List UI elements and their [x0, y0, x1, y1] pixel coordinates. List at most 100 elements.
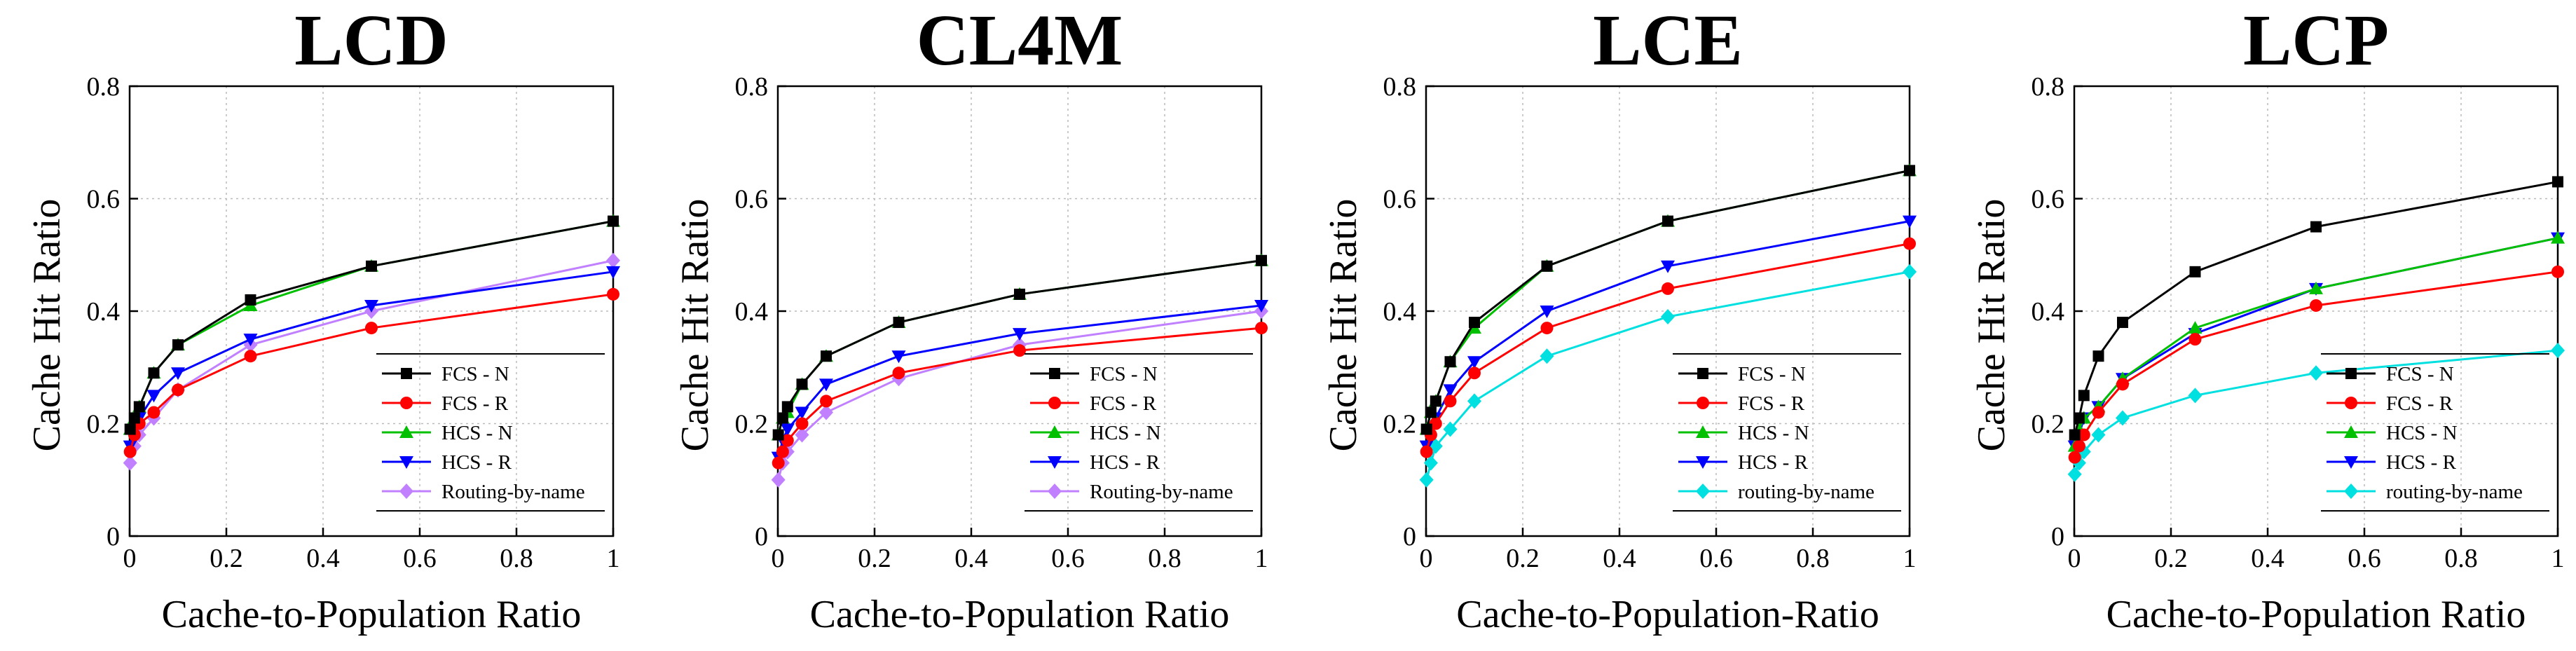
x-tick-label: 0.4 [2251, 544, 2284, 573]
data-point [1256, 254, 1267, 266]
data-point [1013, 328, 1027, 341]
y-tick-label: 0.6 [735, 185, 769, 214]
data-point [2068, 451, 2081, 464]
x-axis-title: Cache-to-Population Ratio [2106, 593, 2526, 636]
legend-label: routing-by-name [2386, 481, 2523, 503]
data-point [1903, 263, 1917, 280]
data-point [147, 406, 160, 419]
legend-label: routing-by-name [1738, 481, 1875, 503]
data-point [123, 445, 137, 458]
data-point [1661, 260, 1675, 273]
data-point [243, 334, 258, 347]
data-point [892, 366, 905, 380]
series-line [129, 270, 614, 446]
data-point [819, 378, 833, 392]
data-point [2188, 321, 2202, 334]
data-point [2188, 388, 2202, 404]
data-point [2189, 266, 2201, 277]
chart-panel-cl4m: CL4M 0 0.2 0.4 0.6 0.8 1 0 0.2 0.4 0.6 0.8 Cache-to-… [673, 0, 1268, 636]
legend-label: FCS - N [2386, 363, 2454, 385]
x-tick-label: 0.2 [858, 544, 891, 573]
legend-swatch-marker [1048, 397, 1061, 409]
legend-swatch-marker [1697, 397, 1709, 409]
series-routing-by-name [2067, 343, 2565, 482]
chart-panel-lce: LCE 0 0.2 0.4 0.6 0.8 1 0 0.2 0.4 0.6 0.8 Cache-to-P… [1322, 0, 1917, 636]
y-tick-label: 0.8 [735, 72, 769, 102]
data-point [2092, 406, 2105, 419]
data-point [1429, 417, 1442, 430]
legend-swatch-marker [399, 425, 413, 438]
data-point [776, 445, 789, 458]
data-point [772, 456, 785, 470]
data-point [171, 367, 185, 381]
x-axis-title: Cache-to-Population Ratio [162, 593, 582, 636]
series-hcs-r [1419, 215, 1917, 453]
data-point [2188, 333, 2202, 346]
legend-label: FCS - R [441, 392, 509, 415]
data-point [123, 455, 137, 471]
series-routing-by-name [1419, 263, 1917, 488]
legend: FCS - N FCS - R HCS - N HCS - R routing-by-n… [2321, 353, 2549, 512]
y-tick-label: 0.4 [1383, 297, 1417, 327]
x-tick-label: 0.8 [500, 544, 533, 573]
series-line [1425, 169, 1910, 430]
series-fcs-n [2069, 176, 2563, 441]
data-point [1013, 344, 1026, 357]
chart-title: LCD [294, 0, 448, 81]
data-point [1444, 356, 1456, 368]
data-point [1541, 260, 1553, 272]
data-point [2310, 221, 2322, 233]
y-tick-label: 0.8 [2032, 72, 2065, 102]
data-point [608, 215, 619, 227]
data-point [172, 339, 184, 351]
legend: FCS - N FCS - R HCS - N HCS - R Routing-by-n… [1025, 353, 1253, 512]
x-tick-label: 0.6 [2348, 544, 2381, 573]
x-tick-label: 0.6 [403, 544, 437, 573]
data-point [2078, 390, 2090, 402]
legend-label: FCS - R [1738, 392, 1805, 415]
y-tick-label: 0 [1403, 522, 1416, 551]
y-tick-label: 0.2 [735, 410, 769, 439]
legend-label: HCS - R [2386, 451, 2457, 474]
series-fcs-n [1420, 165, 1915, 435]
chart-title: CL4M [917, 0, 1123, 81]
x-tick-label: 0.2 [210, 544, 243, 573]
series-line [1425, 242, 1910, 452]
data-point [2116, 410, 2130, 426]
legend-swatch-marker [2345, 397, 2357, 409]
data-point [124, 423, 136, 435]
series-routing-by-name [123, 252, 620, 471]
data-point [1469, 317, 1480, 329]
chart-panel-lcd: LCD 0 0.2 0.4 0.6 0.8 1 0 0.2 0.4 0.6 0.8 Cache-to-P… [25, 0, 620, 636]
data-point [1420, 445, 1433, 458]
series-line [1425, 220, 1910, 446]
x-tick-label: 1 [2551, 544, 2565, 573]
y-tick-label: 0.4 [87, 297, 121, 327]
y-tick-label: 0.4 [2032, 297, 2065, 327]
series-hcs-r [123, 266, 620, 453]
chart-panel-lcp: LCP 0 0.2 0.4 0.6 0.8 1 0 0.2 0.4 0.6 0.8 Cache-to-P… [1970, 0, 2565, 636]
x-tick-label: 0.6 [1051, 544, 1085, 573]
series-hcs-r [771, 299, 1268, 465]
y-tick-label: 0.6 [1383, 185, 1417, 214]
series-hcs-n [1419, 163, 1917, 435]
data-point [365, 322, 378, 335]
data-point [244, 350, 257, 363]
data-point [2069, 429, 2081, 441]
x-tick-label: 0.2 [2154, 544, 2188, 573]
data-point [819, 404, 833, 420]
y-tick-label: 0.4 [735, 297, 769, 327]
data-point [1467, 356, 1481, 369]
data-point [1425, 406, 1437, 418]
data-point [1443, 421, 1458, 437]
series-line [1425, 169, 1910, 430]
x-tick-label: 0.4 [954, 544, 988, 573]
y-axis-title: Cache Hit Ratio [25, 199, 69, 452]
data-point [795, 406, 809, 420]
series-fcs-r [2068, 265, 2564, 464]
x-tick-label: 1 [1255, 544, 1268, 573]
data-point [1423, 455, 1438, 471]
data-point [1443, 384, 1458, 397]
data-point [366, 260, 377, 272]
data-point [2067, 466, 2082, 482]
